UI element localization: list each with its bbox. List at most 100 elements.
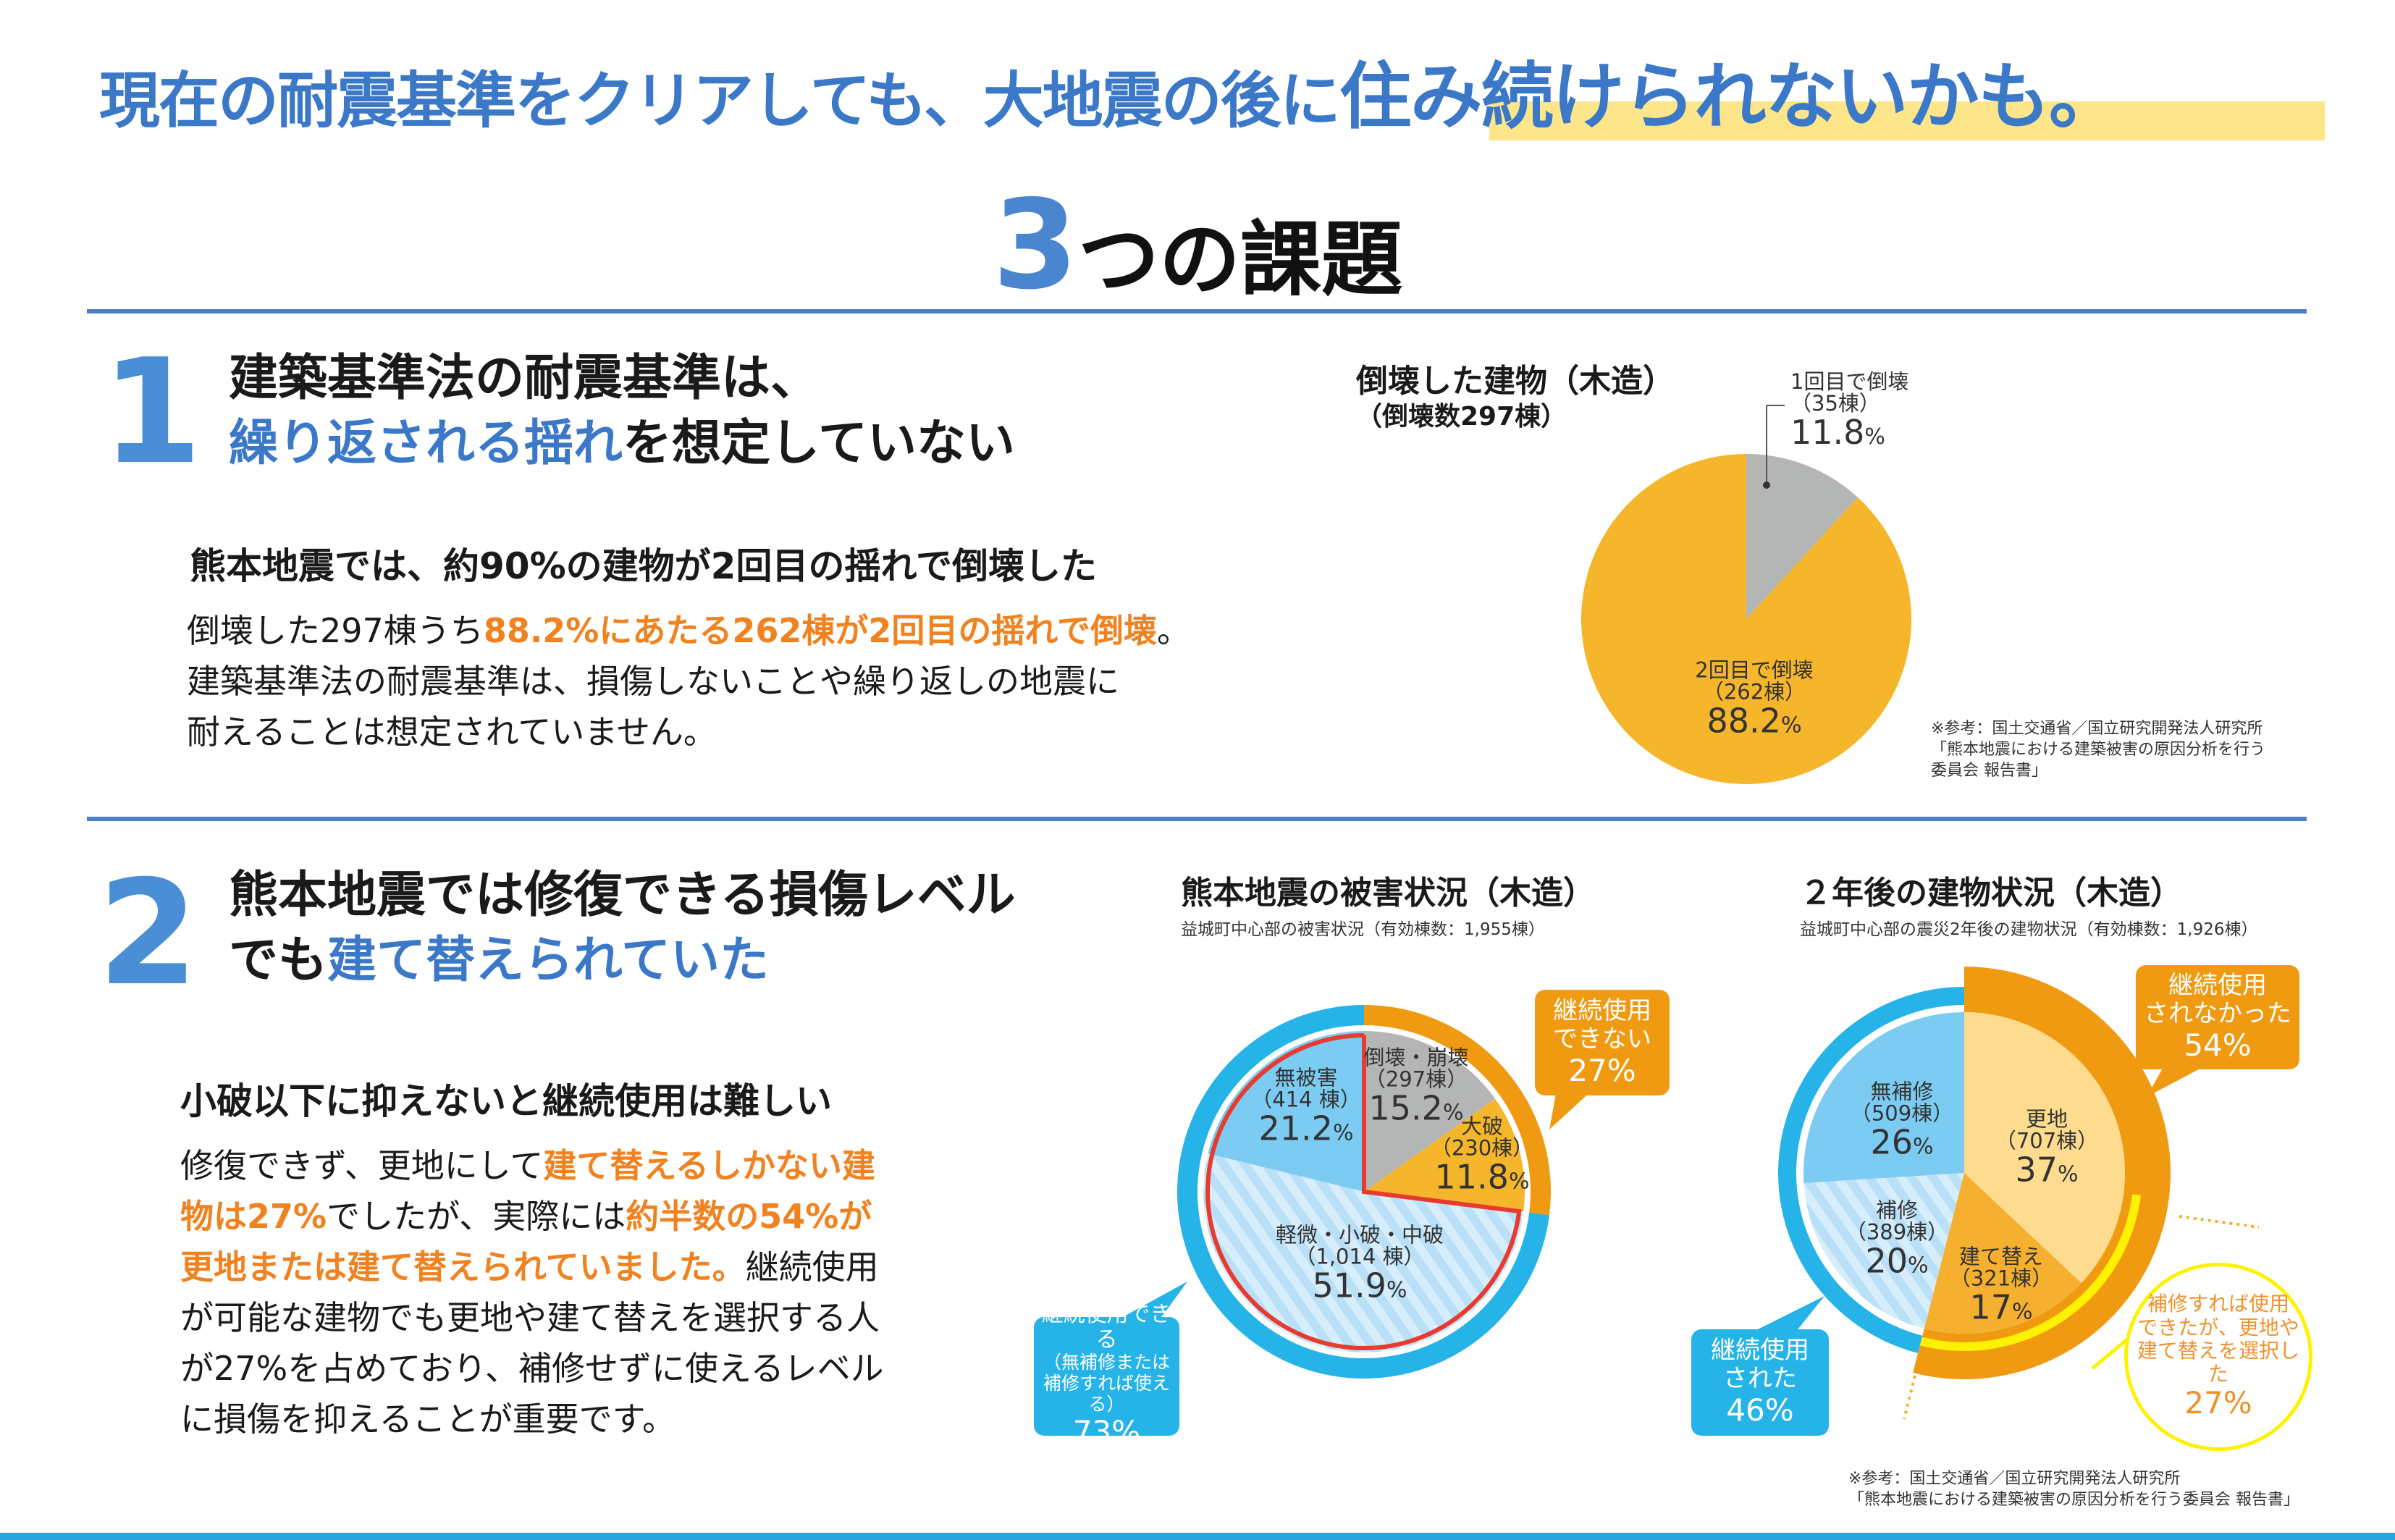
body-line: に損傷を抑えることが重要です。 — [180, 1400, 676, 1439]
callout-text: 補修すれば使える） — [1043, 1372, 1170, 1415]
chart2-slice — [1364, 1098, 1525, 1212]
source-line: 委員会 報告書」 — [1931, 762, 2047, 780]
source-note-1: ※参考：国土交通省／国立研究開発法人研究所 「熊本地震における建築被害の原因分析… — [1931, 718, 2265, 781]
body-line: 修復できず、更地にして建て替えるしかない建 — [180, 1140, 884, 1191]
chart3-slice — [1964, 1012, 2125, 1283]
callout-tail — [1549, 1090, 1593, 1129]
chart2-subtitle: 益城町中心部の被害状況（有効棟数：1,955棟） — [1181, 920, 1545, 939]
slice-count: （230棟） — [1430, 1135, 1534, 1161]
chart1-title: 倒壊した建物（木造） — [1356, 363, 1675, 400]
slice-label: 補修 — [1875, 1198, 1919, 1223]
text: 。 — [1157, 611, 1191, 650]
dotted-guide — [2179, 1215, 2260, 1229]
chart3-label: 建て替え （321棟） 17% — [1950, 1245, 2053, 1324]
chart3-slice — [1803, 1012, 1964, 1183]
slice-pct: 37 — [2015, 1150, 2058, 1190]
callout-text: （無補修または — [1043, 1352, 1170, 1373]
heading-number: 3 — [992, 174, 1079, 317]
chart2-slice — [1208, 1031, 1364, 1192]
pct-unit: % — [1508, 1169, 1530, 1195]
issue-2-subheading: 小破以下に抑えないと継続使用は難しい — [180, 1080, 832, 1122]
chart1-label-first: 1回目で倒壊 （35棟） 11.8% — [1790, 371, 1908, 450]
heading-rest: でも — [229, 932, 328, 989]
issue-1-heading: 建築基準法の耐震基準は、 繰り返される揺れを想定していない — [229, 346, 1015, 476]
chart3-slice — [1924, 1173, 2082, 1334]
source-line: 「熊本地震における建築被害の原因分析を行う — [1931, 741, 2266, 759]
title-highlight — [1489, 101, 2325, 140]
slice-label: 建て替え — [1958, 1244, 2044, 1269]
chart3-ring-segment — [1778, 987, 1964, 1353]
slice-label: 無補修 — [1870, 1079, 1934, 1104]
slice-label: 1回目で倒壊 — [1790, 369, 1909, 394]
pct-unit: % — [2012, 1299, 2033, 1325]
chart3-label: 補修 （389棟） 20% — [1845, 1199, 1948, 1278]
continue-usable-outline — [1205, 1033, 1522, 1350]
slice-label: 無被害 — [1274, 1065, 1338, 1090]
callout-text: 補修すれば使用 — [2147, 1292, 2289, 1316]
chart3-subtitle: 益城町中心部の震災2年後の建物状況（有効棟数：1,926棟） — [1800, 920, 2258, 939]
divider — [87, 817, 2307, 821]
slice-pct: 51.9 — [1312, 1266, 1386, 1305]
body-line: 更地または建て替えられていました。継続使用 — [180, 1242, 884, 1292]
heading-line: 熊本地震では修復できる損傷レベル — [229, 867, 1016, 924]
issue-1-subheading: 熊本地震では、約90%の建物が2回目の揺れで倒壊した — [190, 545, 1097, 587]
text: 継続使用 — [745, 1247, 879, 1287]
bottom-bar — [0, 1533, 2395, 1540]
pct-unit: % — [1386, 1277, 1407, 1303]
emphasis: 建て替えるしかない建 — [543, 1146, 876, 1185]
callout-text: 建て替えを選択した — [2137, 1338, 2299, 1387]
slice-pct: 17 — [1969, 1287, 2013, 1327]
callout-text: できない — [1553, 1024, 1651, 1053]
text: でしたが、実際には — [327, 1197, 626, 1236]
chart1-subtitle: （倒壊数297棟） — [1356, 402, 1567, 432]
slice-count: （1,014 棟） — [1295, 1244, 1425, 1269]
callout-not-continued: 継続使用 されなかった 54% — [2136, 965, 2299, 1069]
heading-blue: 繰り返される揺れ — [229, 415, 623, 472]
pct-unit: % — [2058, 1161, 2079, 1187]
callout-tail — [1752, 1296, 1824, 1332]
text: 倒壊した297棟うち — [187, 611, 484, 650]
heading-text: つの課題 — [1078, 213, 1403, 307]
body-line: 倒壊した297棟うち88.2%にあたる262棟が2回目の揺れで倒壊。 — [187, 605, 1190, 656]
callout-tail — [2147, 1064, 2208, 1097]
chart3-title: ２年後の建物状況（木造） — [1800, 875, 2182, 912]
chart2-slice — [1364, 1031, 1496, 1192]
heading-blue: 建て替えられていた — [327, 932, 769, 989]
slice-label: 更地 — [2025, 1106, 2068, 1132]
leader-dot — [1763, 481, 1770, 489]
pct-unit: % — [1913, 1134, 1934, 1160]
section-heading: 3つの課題 — [0, 174, 2395, 317]
chart2-ring-segment — [1364, 1005, 1551, 1216]
callout-text: できたが、更地や — [2137, 1315, 2299, 1339]
callout-continued: 継続使用 された 46% — [1691, 1329, 1829, 1436]
issue-2-body: 修復できず、更地にして建て替えるしかない建 物は27%でしたが、実際には約半数の… — [180, 1140, 884, 1444]
source-note-2: ※参考：国土交通省／国立研究開発法人研究所 「熊本地震における建築被害の原因分析… — [1848, 1468, 2299, 1510]
callout-text: 継続使用 — [1711, 1336, 1809, 1366]
pct-unit: % — [1332, 1120, 1354, 1146]
callout-pct: 27% — [1568, 1052, 1636, 1088]
chart1-slice — [1746, 454, 1858, 619]
callout-tail — [1115, 1282, 1187, 1321]
dotted-guide — [1903, 1375, 1916, 1420]
callout-text: された — [1723, 1364, 1797, 1394]
heading-line: でも建て替えられていた — [229, 928, 1016, 993]
issue-number-1: 1 — [101, 328, 203, 497]
chart2-title: 熊本地震の被害状況（木造） — [1181, 875, 1595, 912]
callout-pct: 73% — [1072, 1414, 1141, 1450]
slice-count: （35棟） — [1790, 391, 1880, 416]
slice-count: （414 棟） — [1251, 1087, 1361, 1112]
chart2-label: 倒壊・崩壊 （297棟） 15.2% — [1363, 1046, 1468, 1125]
callout-text: されなかった — [2144, 998, 2291, 1028]
body-line: 耐えることは想定されていません。 — [187, 712, 717, 752]
slice-count: （262棟） — [1702, 679, 1806, 704]
chart3-label: 更地 （707棟） 37% — [1995, 1108, 2098, 1187]
slice-label: 軽微・小破・中破 — [1275, 1222, 1444, 1247]
slice-label: 倒壊・崩壊 — [1363, 1045, 1469, 1070]
divider — [87, 309, 2307, 314]
slice-pct: 88.2 — [1706, 701, 1781, 741]
page-title: 現在の耐震基準をクリアしても、大地震の後に住み続けられないかも。 — [99, 38, 2121, 143]
callout-can-continue: 継続使用できる （無補修または 補修すれば使える） 73% — [1034, 1302, 1179, 1449]
body-line: が27%を占めており、補修せずに使えるレベル — [180, 1349, 884, 1388]
emphasis: 物は27% — [180, 1197, 327, 1236]
callout-cannot-continue: 継続使用 できない 27% — [1535, 990, 1670, 1095]
